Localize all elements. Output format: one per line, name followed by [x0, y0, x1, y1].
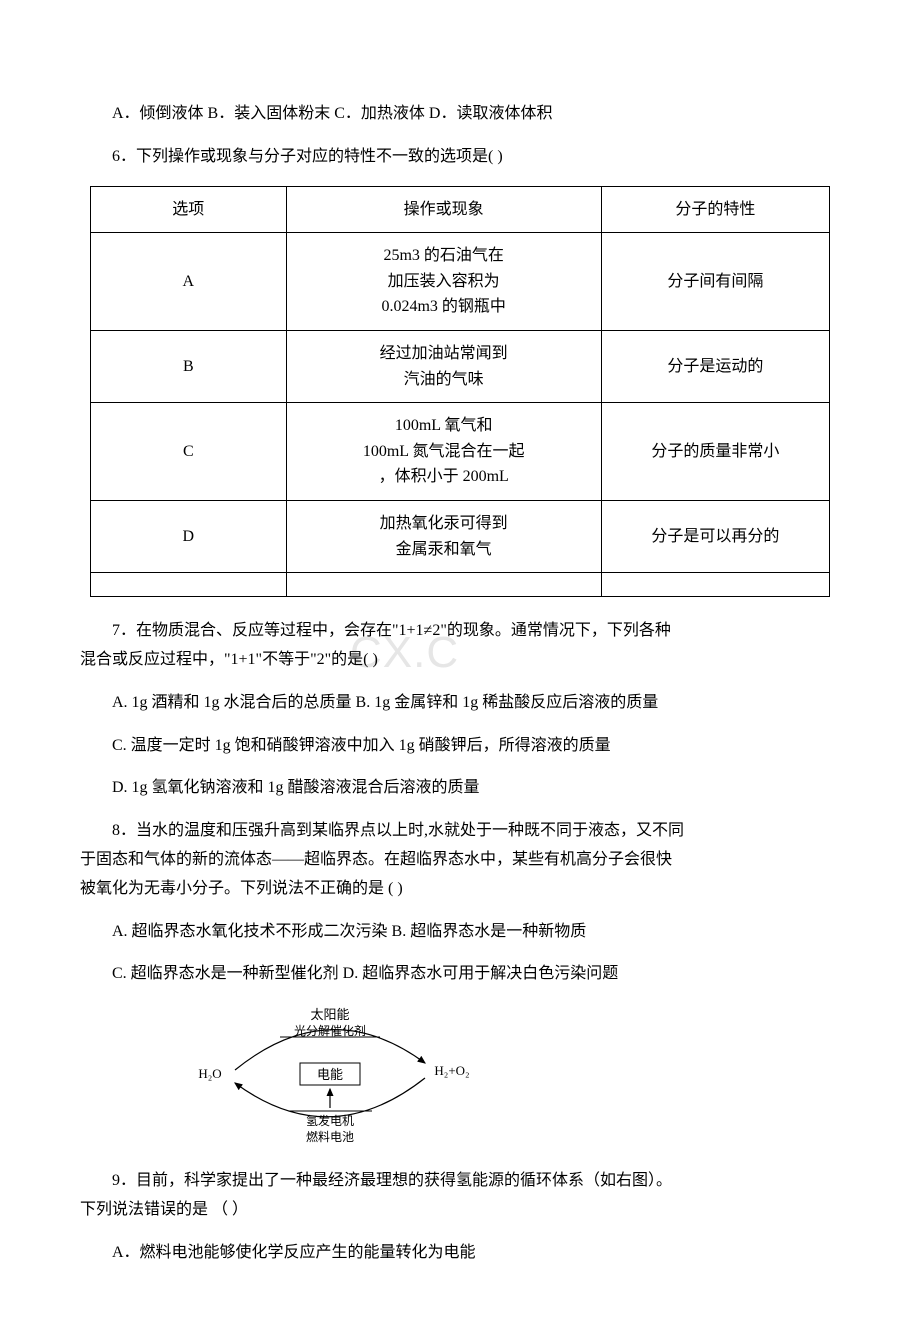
table-row: D 加热氧化汞可得到 金属汞和氧气 分子是可以再分的 — [91, 500, 830, 572]
q9-stem-line1: 9．目前，科学家提出了一种最经济最理想的获得氢能源的循环体系（如右图）。 — [80, 1167, 840, 1196]
q8-stem-line1: 8．当水的温度和压强升高到某临界点以上时,水就处于一种既不同于液态，又不同 — [80, 817, 840, 846]
q6-r1-phen: 经过加油站常闻到 汽油的气味 — [286, 330, 601, 402]
table-row: A 25m3 的石油气在 加压装入容积为 0.024m3 的钢瓶中 分子间有间隔 — [91, 233, 830, 331]
diagram-left-label: H₂O — [198, 1066, 221, 1081]
table-row: C 100mL 氧气和 100mL 氮气混合在一起 ，体积小于 200mL 分子… — [91, 403, 830, 501]
q6-r3-opt: D — [91, 500, 287, 572]
q6-r2-prop: 分子的质量非常小 — [601, 403, 829, 501]
diagram-bottom2-label: 燃料电池 — [306, 1129, 354, 1144]
q6-r1-opt: B — [91, 330, 287, 402]
q6-r0-opt: A — [91, 233, 287, 331]
cycle-diagram: 太阳能 光分解催化剂 H₂O H₂+O₂ 电能 氢发电机 燃料电池 — [180, 1003, 840, 1153]
q9-stem-line2: 下列说法错误的是 （ ） — [80, 1196, 840, 1225]
q5-options: A．倾倒液体 B．装入固体粉末 C．加热液体 D．读取液体体积 — [80, 100, 840, 129]
q7-opt-c: C. 温度一定时 1g 饱和硝酸钾溶液中加入 1g 硝酸钾后，所得溶液的质量 — [80, 732, 840, 761]
q6-h2: 操作或现象 — [286, 186, 601, 233]
q8-opt-ab: A. 超临界态水氧化技术不形成二次污染 B. 超临界态水是一种新物质 — [80, 918, 840, 947]
q6-r0-prop: 分子间有间隔 — [601, 233, 829, 331]
q6-r0-phen: 25m3 的石油气在 加压装入容积为 0.024m3 的钢瓶中 — [286, 233, 601, 331]
q6-table: 选项 操作或现象 分子的特性 A 25m3 的石油气在 加压装入容积为 0.02… — [90, 186, 830, 598]
q6-r3-phen: 加热氧化汞可得到 金属汞和氧气 — [286, 500, 601, 572]
q8-stem-line3: 被氧化为无毒小分子。下列说法不正确的是 ( ) — [80, 875, 840, 904]
q8-stem-line2: 于固态和气体的新的流体态——超临界态。在超临界态水中，某些有机高分子会很快 — [80, 846, 840, 875]
diagram-center-label: 电能 — [317, 1067, 343, 1082]
q6-r1-prop: 分子是运动的 — [601, 330, 829, 402]
q7-opt-d: D. 1g 氢氧化钠溶液和 1g 醋酸溶液混合后溶液的质量 — [80, 774, 840, 803]
table-header-row: 选项 操作或现象 分子的特性 — [91, 186, 830, 233]
q7-stem-line1: 7．在物质混合、反应等过程中，会存在"1+1≠2"的现象。通常情况下，下列各种 — [80, 617, 840, 646]
q7-opt-ab: A. 1g 酒精和 1g 水混合后的总质量 B. 1g 金属锌和 1g 稀盐酸反… — [80, 689, 840, 718]
q7-block: CX.C 7．在物质混合、反应等过程中，会存在"1+1≠2"的现象。通常情况下，… — [80, 617, 840, 675]
table-empty-row — [91, 573, 830, 597]
q6-stem: 6．下列操作或现象与分子对应的特性不一致的选项是( ) — [80, 143, 840, 172]
q6-r3-prop: 分子是可以再分的 — [601, 500, 829, 572]
diagram-bottom1-label: 氢发电机 — [306, 1113, 354, 1128]
q9-opt-a: A．燃料电池能够使化学反应产生的能量转化为电能 — [80, 1239, 840, 1268]
diagram-right-label: H₂+O₂ — [434, 1063, 469, 1078]
q6-h3: 分子的特性 — [601, 186, 829, 233]
diagram-top-label: 太阳能 — [310, 1007, 349, 1022]
diagram-catalyst-label: 光分解催化剂 — [294, 1023, 366, 1038]
q7-stem-line2: 混合或反应过程中，"1+1"不等于"2"的是( ) — [80, 646, 840, 675]
table-row: B 经过加油站常闻到 汽油的气味 分子是运动的 — [91, 330, 830, 402]
q8-opt-cd: C. 超临界态水是一种新型催化剂 D. 超临界态水可用于解决白色污染问题 — [80, 960, 840, 989]
q6-r2-phen: 100mL 氧气和 100mL 氮气混合在一起 ，体积小于 200mL — [286, 403, 601, 501]
q6-r2-opt: C — [91, 403, 287, 501]
q6-h1: 选项 — [91, 186, 287, 233]
